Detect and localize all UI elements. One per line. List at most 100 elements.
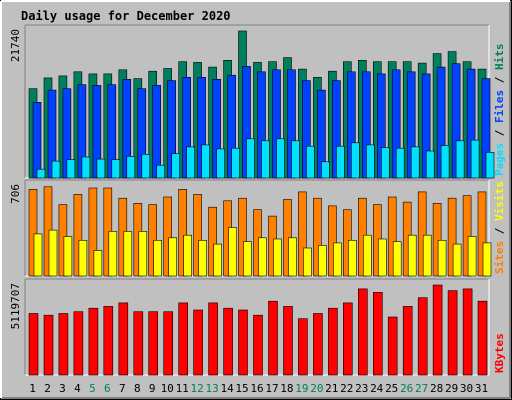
bar-kbytes-day-16	[253, 314, 263, 376]
bar-visits-day-22	[347, 240, 357, 277]
day-label-21: 21	[325, 382, 338, 395]
bar-kbytes-day-12	[193, 309, 203, 376]
bar-kbytes-day-3	[58, 313, 69, 376]
panel-legend: Pages / Files / Hits	[493, 44, 506, 177]
bar-pages-day-1	[36, 168, 46, 179]
bar-kbytes-day-17	[268, 300, 278, 376]
bar-kbytes-day-13	[208, 302, 218, 376]
day-label-9: 9	[149, 382, 156, 395]
bar-kbytes-day-14	[223, 307, 233, 376]
bar-visits-day-11	[183, 234, 192, 277]
bar-kbytes-day-5	[88, 307, 99, 376]
bar-kbytes-day-30	[462, 288, 473, 376]
bar-sites-day-25	[387, 196, 397, 277]
legend-entry: /	[493, 123, 506, 143]
bar-files-day-1	[32, 102, 42, 179]
bar-visits-day-30	[467, 236, 477, 277]
bar-pages-day-24	[380, 147, 390, 179]
day-labels: 1 2 3 4 5 6 7 8 9 10 11 12 13 14 15 16 17 18 19 20 21 22 23 24 2…	[29, 382, 488, 395]
bar-kbytes-day-2	[43, 314, 54, 376]
day-label-15: 15	[235, 382, 248, 395]
bar-pages-day-27	[425, 150, 435, 179]
bar-pages-day-22	[350, 142, 360, 179]
bar-visits-day-6	[108, 231, 118, 277]
legend-entry: Hits	[493, 44, 506, 71]
bar-visits-day-18	[288, 237, 297, 277]
bar-visits-day-5	[93, 250, 103, 277]
bar-kbytes-day-7	[118, 302, 129, 376]
bar-kbytes-day-18	[283, 306, 293, 376]
bar-visits-day-31	[482, 242, 492, 277]
day-label-16: 16	[250, 382, 263, 395]
day-label-8: 8	[134, 382, 141, 395]
legend-entry: Visits	[493, 181, 506, 221]
day-label-7: 7	[119, 382, 126, 395]
panel-max-label: 21740	[9, 29, 22, 62]
bar-pages-day-2	[51, 160, 61, 179]
bar-pages-day-3	[66, 159, 76, 179]
bar-pages-day-7	[126, 156, 136, 179]
panel-max-label: 706	[9, 184, 22, 204]
legend-entry: /	[493, 221, 506, 241]
bar-visits-day-10	[168, 237, 177, 277]
bar-visits-day-23	[362, 234, 372, 277]
bar-visits-day-4	[78, 240, 88, 277]
bar-sites-day-10	[163, 196, 172, 277]
bar-sites-day-1	[28, 189, 38, 277]
legend-entry: /	[493, 70, 506, 90]
bar-visits-day-25	[392, 241, 402, 277]
bar-kbytes-day-22	[342, 302, 353, 376]
bar-visits-day-14	[228, 227, 237, 277]
bar-pages-day-25	[395, 147, 405, 179]
bar-visits-day-15	[243, 241, 252, 277]
bar-sites-day-15	[238, 197, 247, 277]
bar-kbytes-day-28	[432, 284, 443, 376]
bar-pages-day-13	[216, 148, 225, 179]
bar-sites-day-20	[313, 197, 322, 277]
bar-pages-day-15	[246, 138, 255, 179]
day-label-27: 27	[415, 382, 428, 395]
panel-kbytes: 5119707 KBytes	[9, 278, 506, 376]
bar-kbytes-day-25	[387, 316, 398, 376]
day-label-13: 13	[205, 382, 218, 395]
bar-pages-day-11	[186, 146, 195, 179]
bar-visits-day-20	[318, 245, 327, 277]
bar-sites-day-19	[298, 191, 307, 277]
day-label-1: 1	[29, 382, 36, 395]
bar-kbytes-day-23	[357, 288, 368, 376]
bar-visits-day-21	[333, 242, 342, 277]
bar-kbytes-day-9	[148, 311, 158, 376]
bar-kbytes-day-15	[238, 309, 248, 376]
day-label-11: 11	[176, 382, 189, 395]
bar-pages-day-12	[201, 144, 210, 179]
bar-visits-day-16	[258, 237, 267, 277]
day-label-3: 3	[59, 382, 66, 395]
day-label-29: 29	[445, 382, 458, 395]
bar-sites-day-31	[477, 191, 487, 277]
bar-pages-day-20	[321, 161, 330, 179]
bar-visits-day-26	[407, 234, 417, 277]
bar-visits-day-27	[422, 234, 432, 277]
bar-kbytes-day-27	[417, 297, 428, 376]
bar-kbytes-day-4	[73, 311, 84, 376]
bar-kbytes-day-19	[298, 318, 308, 376]
bar-kbytes-day-31	[477, 300, 488, 376]
bar-sites-day-4	[73, 194, 83, 277]
bar-visits-day-17	[273, 238, 282, 277]
day-label-18: 18	[280, 382, 293, 395]
day-label-6: 6	[104, 382, 111, 395]
panel-max-label: 5119707	[9, 283, 22, 329]
bar-pages-day-9	[156, 164, 165, 179]
day-label-10: 10	[161, 382, 174, 395]
legend-entry: Pages	[493, 143, 506, 176]
bar-pages-day-30	[470, 139, 480, 179]
bar-sites-day-5	[88, 187, 98, 277]
bar-sites-day-21	[328, 205, 337, 277]
day-label-17: 17	[265, 382, 278, 395]
bar-sites-day-13	[208, 206, 217, 277]
bar-pages-day-14	[231, 147, 240, 179]
bar-kbytes-day-6	[103, 306, 114, 376]
bar-pages-day-10	[171, 153, 180, 179]
bar-sites-day-29	[447, 197, 457, 277]
